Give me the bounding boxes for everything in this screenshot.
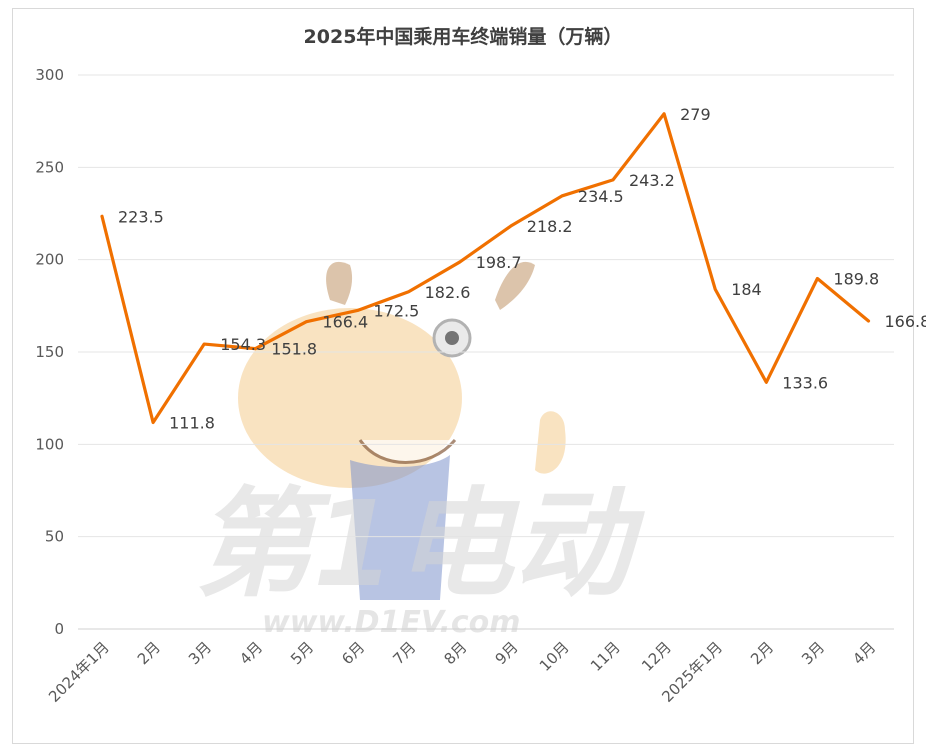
data-labels: 223.5 111.8 154.3 151.8 166.4 172.5 182.6 198.7…	[118, 105, 926, 433]
x-tick-label: 10月	[536, 638, 573, 675]
y-tick-label: 100	[35, 435, 64, 453]
data-label: 166.4	[322, 313, 368, 332]
y-tick-label: 300	[35, 66, 64, 84]
data-label: 184	[731, 280, 762, 299]
y-tick-label: 250	[35, 158, 64, 176]
data-label: 172.5	[374, 301, 420, 320]
data-label: 151.8	[271, 340, 317, 359]
x-tick-label: 5月	[287, 638, 317, 668]
data-label: 234.5	[578, 187, 624, 206]
watermark: 第1电动 www.D1EV.com	[195, 261, 645, 640]
y-tick-label: 0	[54, 620, 64, 638]
data-label: 111.8	[169, 414, 215, 433]
x-tick-label: 4月	[236, 638, 266, 668]
data-label: 166.8	[885, 312, 926, 331]
x-tick-label: 2月	[747, 638, 777, 668]
data-label: 154.3	[220, 335, 266, 354]
x-tick-label: 2月	[134, 638, 164, 668]
chart-title: 2025年中国乘用车终端销量（万辆）	[303, 26, 623, 48]
data-label: 189.8	[833, 270, 879, 289]
x-tick-label: 11月	[587, 638, 624, 675]
x-tick-label: 7月	[389, 638, 419, 668]
data-label: 182.6	[425, 283, 471, 302]
watermark-url: www.D1EV.com	[262, 605, 521, 640]
watermark-cn: 第1电动	[195, 475, 645, 613]
data-label: 223.5	[118, 207, 164, 226]
y-tick-label: 200	[35, 251, 64, 269]
series-polyline	[100, 112, 871, 425]
gridlines	[78, 74, 894, 630]
x-tick-label: 6月	[338, 638, 368, 668]
data-label: 198.7	[476, 253, 522, 272]
data-label: 133.6	[782, 373, 828, 392]
y-axis-ticks: 0 50 100 150 200 250 300	[35, 66, 64, 638]
x-tick-label: 8月	[440, 638, 470, 668]
data-label: 243.2	[629, 171, 675, 190]
x-tick-label: 9月	[492, 638, 522, 668]
x-tick-label: 2024年1月	[45, 638, 113, 706]
x-tick-label: 3月	[185, 638, 215, 668]
x-tick-label: 4月	[849, 638, 879, 668]
mascot-image	[238, 261, 566, 600]
x-tick-label: 12月	[638, 638, 675, 675]
x-tick-label: 3月	[798, 638, 828, 668]
data-label: 279	[680, 105, 711, 124]
data-label: 218.2	[527, 217, 573, 236]
y-tick-label: 50	[45, 528, 64, 546]
y-tick-label: 150	[35, 343, 64, 361]
series-line	[100, 112, 871, 425]
